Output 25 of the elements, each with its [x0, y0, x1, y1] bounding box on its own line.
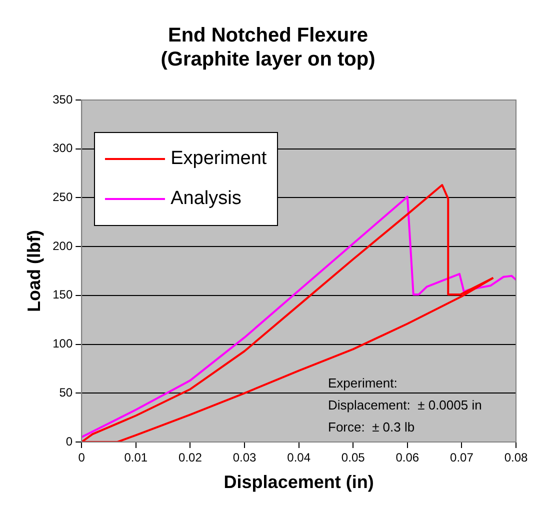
- chart-title: End Notched Flexure (Graphite layer on top): [160, 24, 376, 71]
- x-tick-label: 0: [78, 450, 86, 465]
- y-tick-label: 350: [52, 92, 73, 106]
- y-tick-label: 200: [52, 238, 73, 253]
- annotation: Force: ± 0.3 lb: [328, 420, 415, 435]
- y-tick-label: 100: [52, 336, 73, 351]
- y-tick-label: 50: [59, 385, 73, 400]
- y-tick-label: 0: [66, 434, 73, 448]
- x-tick-label: 0.02: [178, 450, 202, 465]
- y-tick-label: 250: [52, 190, 73, 204]
- x-tick-label: 0.06: [396, 450, 420, 465]
- legend-label: Experiment: [170, 148, 267, 170]
- annotation: Experiment:: [328, 376, 398, 391]
- x-tick-label: 0.08: [504, 450, 528, 465]
- x-tick-label: 0.03: [232, 450, 257, 465]
- x-axis-title: Displacement (in): [224, 472, 374, 492]
- legend-label: Analysis: [170, 188, 242, 210]
- y-tick-label: 300: [52, 141, 73, 156]
- x-tick-label: 0.05: [341, 450, 366, 465]
- x-tick-label: 0.07: [450, 450, 474, 465]
- y-axis-title: Load (lbf): [24, 230, 44, 312]
- y-tick-label: 150: [52, 288, 73, 302]
- annotation: Displacement: ± 0.0005 in: [328, 398, 482, 413]
- x-tick-label: 0.04: [287, 450, 311, 465]
- x-tick-label: 0.01: [124, 450, 148, 465]
